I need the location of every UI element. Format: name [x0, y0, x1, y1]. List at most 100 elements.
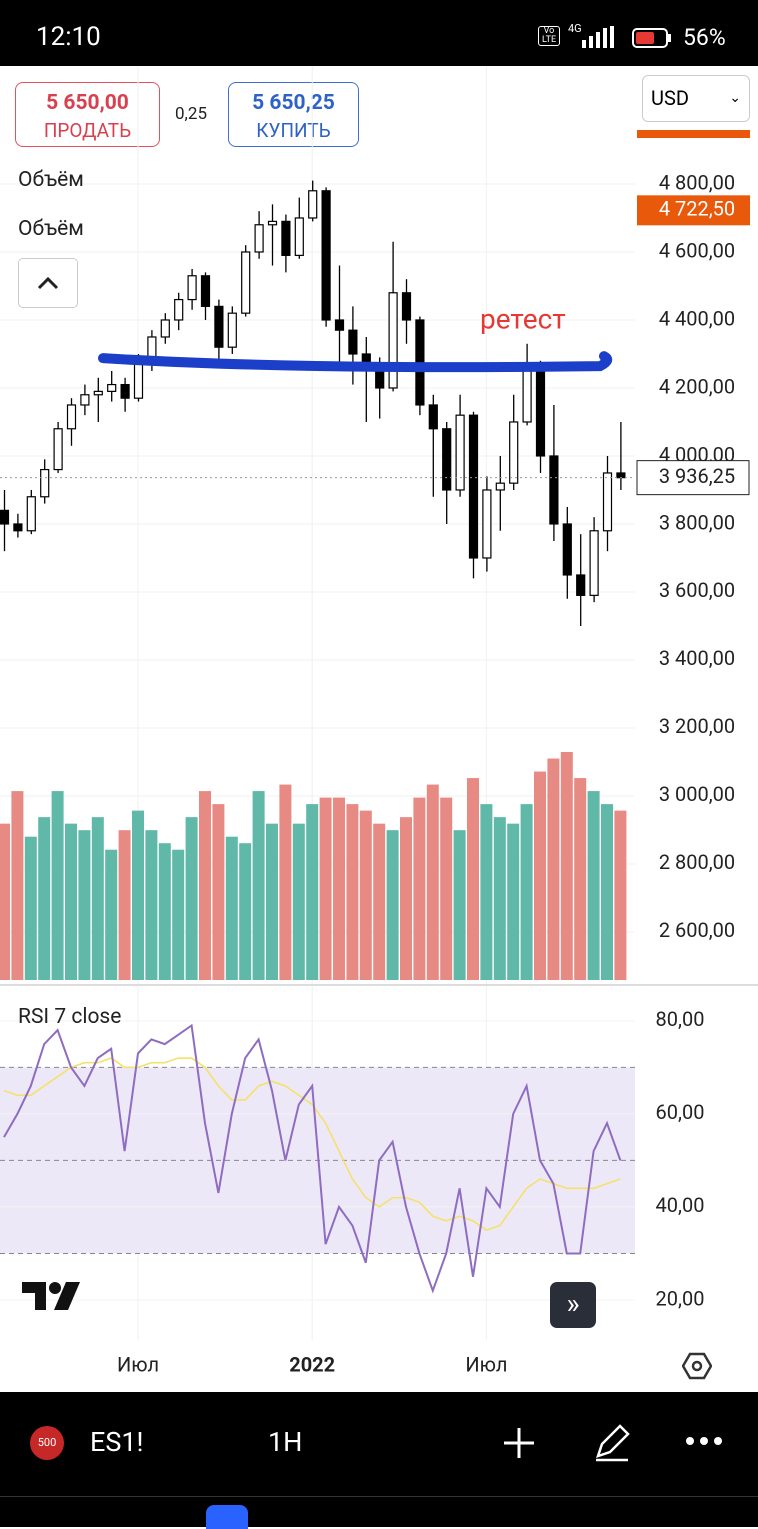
candle-body — [174, 298, 184, 321]
collapse-button[interactable] — [18, 258, 78, 308]
volume-bar — [507, 823, 520, 980]
volume-bar — [574, 778, 587, 980]
candle-body — [160, 319, 170, 338]
candle-body — [589, 530, 599, 596]
volume-bar — [601, 804, 613, 980]
annotation: ретест — [480, 302, 566, 335]
y-tick-label: 3 400,00 — [659, 646, 735, 670]
volume-bar — [333, 797, 345, 980]
tv-logo — [22, 1282, 80, 1310]
retest-line — [98, 351, 613, 373]
volume-bar — [426, 784, 439, 980]
volume-bar — [306, 804, 319, 980]
clock: 12:10 — [36, 22, 101, 52]
candle-body — [509, 421, 519, 484]
candle-body — [428, 404, 438, 430]
volume-bar — [547, 758, 560, 980]
candle-body — [40, 468, 50, 498]
candle-body — [241, 251, 251, 314]
battery-icon — [632, 28, 671, 48]
volte: Vo LTE — [538, 26, 560, 46]
spread: 0,25 — [175, 104, 208, 124]
scroll-button[interactable]: » — [550, 1282, 596, 1328]
volume-bar — [212, 804, 225, 980]
more-icon[interactable] — [686, 1436, 722, 1446]
volume-bar — [386, 830, 399, 980]
candle-body — [214, 305, 224, 348]
candle-body — [147, 336, 157, 358]
candle-body — [308, 190, 318, 219]
volume-bar — [453, 830, 466, 980]
volume-label-2: Объём — [18, 217, 84, 241]
volume-bar — [413, 797, 426, 980]
volume-bar — [51, 791, 64, 980]
network: 4G — [568, 22, 582, 35]
candle-body — [602, 472, 613, 532]
candle-body — [562, 523, 572, 576]
candle-body — [93, 390, 103, 396]
y-tick-label: 4 400,00 — [659, 306, 735, 330]
draw-icon[interactable] — [592, 1422, 632, 1462]
x-tick-label: Июл — [117, 1352, 159, 1376]
candle-body — [348, 329, 358, 355]
volume-bar — [118, 830, 131, 980]
candle-body — [535, 363, 546, 457]
sell-price: 5 650,00 — [46, 91, 129, 115]
orange-strip — [637, 130, 750, 138]
sell-button[interactable]: 5 650,00 ПРОДАТЬ — [15, 82, 160, 147]
volume-bar — [105, 849, 118, 980]
volume-bar — [239, 843, 252, 980]
volume-bar — [467, 778, 479, 980]
candle-body — [0, 509, 10, 525]
candle-body — [468, 414, 479, 559]
candle-body — [388, 292, 398, 389]
volume-bar — [587, 791, 600, 980]
last-price-label: 3 936,25 — [659, 464, 735, 488]
currency-select[interactable]: USD ⌄ — [642, 75, 750, 122]
volume-bar — [65, 823, 77, 980]
candle-body — [267, 220, 278, 226]
candle-body — [120, 383, 130, 399]
volume-bar — [560, 752, 573, 980]
candle-body — [321, 190, 331, 321]
volume-bar — [158, 843, 171, 980]
volume-bar — [91, 817, 104, 980]
sell-label: ПРОДАТЬ — [43, 119, 132, 142]
volume-bar — [11, 791, 24, 980]
nav-bar — [0, 1496, 758, 1529]
currency: USD — [651, 86, 689, 110]
interval[interactable]: 1H — [268, 1426, 303, 1458]
volume-bar — [38, 817, 51, 980]
y-tick-label: 2 600,00 — [659, 918, 735, 942]
volume-bar — [346, 804, 359, 980]
signal-icon — [582, 26, 614, 48]
volume-bar — [279, 784, 292, 980]
candle-body — [616, 472, 626, 479]
volume-label-1: Объём — [18, 168, 84, 192]
rsi-tick-label: 80,00 — [656, 1007, 705, 1031]
volume-bar — [199, 791, 211, 980]
y-tick-label: 4 600,00 — [659, 238, 735, 262]
settings-icon[interactable] — [682, 1351, 712, 1381]
volume-bar — [24, 836, 37, 980]
candle-body — [80, 394, 90, 406]
nav-active[interactable] — [206, 1505, 248, 1529]
volume-bar — [400, 817, 412, 980]
volume-bar — [359, 810, 372, 980]
add-icon[interactable] — [502, 1426, 536, 1460]
symbol[interactable]: ES1! — [90, 1426, 144, 1458]
volume-bar — [534, 771, 546, 980]
chart: Июл 2022 Июл 2 600,00 2 800,00 3 000,00 3 200,… — [0, 66, 758, 1376]
buy-price: 5 650,25 — [252, 91, 335, 115]
volume-bar — [440, 797, 453, 980]
candle-body — [401, 292, 412, 321]
candle-body — [455, 414, 465, 491]
volume-bar — [493, 817, 506, 980]
symbol-badge: 500 — [30, 1426, 64, 1460]
volume-bar — [266, 823, 278, 980]
y-tick-label: 3 000,00 — [659, 782, 735, 806]
candle-body — [66, 404, 77, 430]
x-tick-label: Июл — [465, 1352, 507, 1376]
candle-body — [482, 489, 492, 559]
